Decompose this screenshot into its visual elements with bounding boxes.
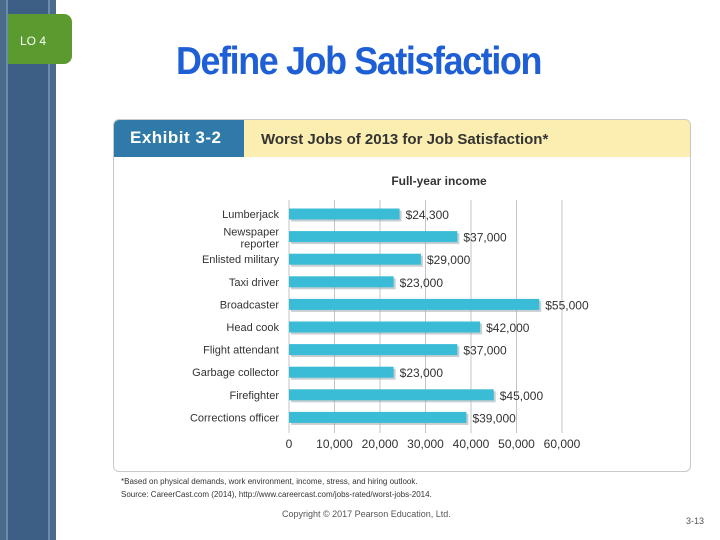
bar-value-label: $55,000 (545, 298, 589, 312)
bar (289, 276, 394, 288)
category-label: Enlisted military (202, 254, 280, 266)
x-tick-label: 20,000 (362, 437, 399, 451)
copyright-text: Copyright © 2017 Pearson Education, Ltd. (282, 509, 451, 519)
x-tick-label: 10,000 (316, 437, 353, 451)
x-tick-label: 0 (286, 437, 293, 451)
bar (289, 298, 540, 310)
x-tick-label: 30,000 (407, 437, 444, 451)
category-label: Firefighter (229, 390, 279, 402)
bar (289, 321, 481, 333)
category-label: Head cook (226, 322, 279, 334)
bar-value-label: $29,000 (427, 253, 471, 267)
x-tick-label: 60,000 (544, 437, 581, 451)
category-label: Lumberjack (222, 209, 279, 221)
bar (289, 253, 421, 265)
chart-title: Full-year income (391, 174, 487, 188)
exhibit-tab: Exhibit 3-2 (114, 120, 244, 157)
lo-label: LO 4 (8, 14, 72, 64)
exhibit-footnote: *Based on physical demands, work environ… (121, 477, 418, 486)
slide-title: Define Job Satisfaction (176, 40, 542, 83)
bar-value-label: $39,000 (472, 411, 516, 425)
category-label: Corrections officer (190, 412, 279, 424)
bar (289, 389, 494, 401)
bar (289, 366, 394, 378)
category-label: Newspaper reporter (223, 227, 279, 251)
category-label: Flight attendant (203, 345, 279, 357)
bar-value-label: $23,000 (400, 366, 444, 380)
x-tick-label: 40,000 (453, 437, 490, 451)
x-tick-label: 50,000 (498, 437, 535, 451)
bar-value-label: $37,000 (463, 231, 507, 245)
bar-value-label: $45,000 (500, 389, 544, 403)
bar (289, 344, 458, 356)
bar-value-label: $37,000 (463, 344, 507, 358)
bar-value-label: $24,300 (406, 208, 450, 222)
category-label: Taxi driver (229, 277, 279, 289)
exhibit-title: Worst Jobs of 2013 for Job Satisfaction* (261, 131, 549, 148)
bar (289, 208, 400, 220)
page-number: 3-13 (686, 516, 705, 526)
bar (289, 411, 467, 423)
bar-value-label: $23,000 (400, 276, 444, 290)
bar (289, 231, 458, 243)
category-label: Broadcaster (220, 299, 280, 311)
category-label: Garbage collector (192, 367, 279, 379)
exhibit-source: Source: CareerCast.com (2014), http://ww… (121, 490, 432, 499)
side-band-inner (6, 0, 50, 540)
bar-value-label: $42,000 (486, 321, 530, 335)
